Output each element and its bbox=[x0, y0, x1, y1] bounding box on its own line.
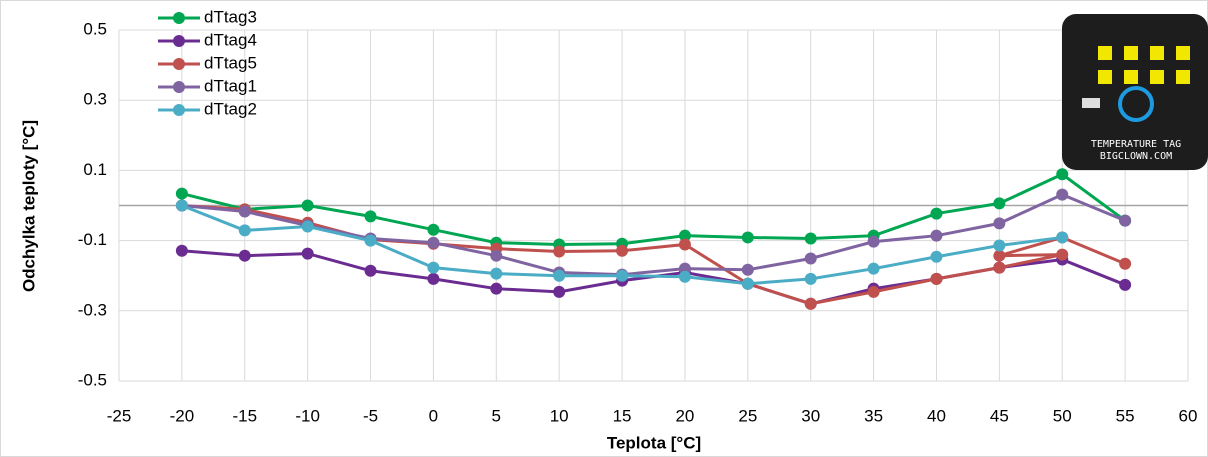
data-point bbox=[1056, 231, 1068, 243]
inset-text: TEMPERATURE TAG bbox=[1091, 139, 1181, 150]
legend-label: dTtag3 bbox=[204, 7, 257, 26]
data-point bbox=[1119, 258, 1131, 270]
x-tick-label: -20 bbox=[170, 406, 195, 425]
x-tick-label: 25 bbox=[738, 406, 757, 425]
data-point bbox=[553, 270, 565, 282]
legend-marker bbox=[173, 58, 185, 70]
data-point bbox=[679, 238, 691, 250]
data-point bbox=[742, 264, 754, 276]
y-tick-label: 0.3 bbox=[83, 90, 107, 109]
data-point bbox=[239, 205, 251, 217]
data-point bbox=[742, 278, 754, 290]
data-point bbox=[993, 217, 1005, 229]
x-tick-label: 10 bbox=[550, 406, 569, 425]
x-tick-label: 60 bbox=[1179, 406, 1198, 425]
x-tick-label: -5 bbox=[363, 406, 378, 425]
x-tick-label: -25 bbox=[107, 406, 132, 425]
y-tick-label: 0.1 bbox=[83, 160, 107, 179]
data-point bbox=[427, 224, 439, 236]
data-point bbox=[805, 273, 817, 285]
x-axis-title: Teplota [°C] bbox=[607, 433, 701, 452]
data-point bbox=[868, 236, 880, 248]
y-tick-label: 0.5 bbox=[83, 19, 107, 38]
data-point bbox=[365, 235, 377, 247]
data-point bbox=[490, 250, 502, 262]
data-point bbox=[993, 240, 1005, 252]
x-tick-label: 20 bbox=[675, 406, 694, 425]
data-point bbox=[302, 221, 314, 233]
data-point bbox=[176, 188, 188, 200]
data-point bbox=[930, 208, 942, 220]
data-point bbox=[616, 245, 628, 257]
legend-label: dTtag2 bbox=[204, 99, 257, 118]
x-tick-label: -10 bbox=[295, 406, 320, 425]
data-point bbox=[1056, 168, 1068, 180]
inset-photo: TEMPERATURE TAG BIGCLOWN.COM bbox=[1062, 14, 1208, 170]
y-tick-label: -0.3 bbox=[78, 300, 107, 319]
legend-label: dTtag4 bbox=[204, 30, 257, 49]
data-point bbox=[1056, 189, 1068, 201]
x-tick-label: 0 bbox=[429, 406, 438, 425]
data-point bbox=[176, 245, 188, 257]
data-point bbox=[239, 250, 251, 262]
data-point bbox=[805, 253, 817, 265]
data-point bbox=[868, 286, 880, 298]
data-point bbox=[176, 200, 188, 212]
data-point bbox=[427, 262, 439, 274]
data-point bbox=[1119, 279, 1131, 291]
inset-text: BIGCLOWN.COM bbox=[1100, 151, 1172, 162]
data-point bbox=[679, 271, 691, 283]
x-tick-label: 45 bbox=[990, 406, 1009, 425]
y-tick-label: -0.1 bbox=[78, 230, 107, 249]
x-tick-label: 35 bbox=[864, 406, 883, 425]
x-tick-label: -15 bbox=[232, 406, 257, 425]
data-point bbox=[930, 273, 942, 285]
data-point bbox=[490, 283, 502, 295]
data-point bbox=[365, 210, 377, 222]
data-point bbox=[805, 232, 817, 244]
data-point bbox=[427, 273, 439, 285]
data-point bbox=[365, 265, 377, 277]
data-point bbox=[930, 251, 942, 263]
legend-marker bbox=[173, 104, 185, 116]
data-point bbox=[302, 248, 314, 260]
y-tick-label: -0.5 bbox=[78, 370, 107, 389]
x-tick-label: 55 bbox=[1116, 406, 1135, 425]
data-point bbox=[868, 263, 880, 275]
data-point bbox=[553, 286, 565, 298]
legend-label: dTtag1 bbox=[204, 76, 257, 95]
data-point bbox=[553, 245, 565, 257]
x-tick-label: 15 bbox=[613, 406, 632, 425]
x-tick-label: 50 bbox=[1053, 406, 1072, 425]
data-point bbox=[930, 230, 942, 242]
legend-marker bbox=[173, 12, 185, 24]
legend-marker bbox=[173, 81, 185, 93]
data-point bbox=[993, 262, 1005, 274]
x-tick-label: 5 bbox=[492, 406, 501, 425]
data-point bbox=[427, 237, 439, 249]
chart: Odchylka teploty [°C] Teplota [°C] -0.5-… bbox=[0, 0, 1208, 457]
data-point bbox=[490, 268, 502, 280]
data-point bbox=[805, 298, 817, 310]
y-axis-title: Odchylka teploty [°C] bbox=[19, 120, 38, 292]
data-point bbox=[1119, 215, 1131, 227]
x-tick-label: 30 bbox=[801, 406, 820, 425]
data-point bbox=[993, 197, 1005, 209]
data-point bbox=[742, 231, 754, 243]
data-point bbox=[302, 200, 314, 212]
data-point bbox=[239, 224, 251, 236]
legend-marker bbox=[173, 35, 185, 47]
data-point bbox=[616, 270, 628, 282]
legend-label: dTtag5 bbox=[204, 53, 257, 72]
data-point bbox=[1056, 249, 1068, 261]
x-tick-label: 40 bbox=[927, 406, 946, 425]
